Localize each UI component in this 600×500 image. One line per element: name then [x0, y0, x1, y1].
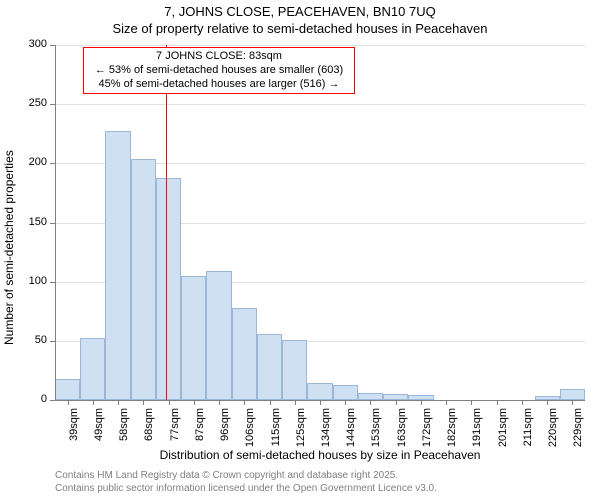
x-tick-label: 106sqm	[244, 408, 256, 458]
plot-area	[55, 45, 585, 400]
x-axis-line	[55, 400, 585, 401]
x-tick-label: 77sqm	[169, 408, 181, 458]
histogram-bar	[358, 393, 383, 400]
gridline	[55, 104, 585, 105]
histogram-bar	[131, 159, 156, 400]
x-tick-label: 39sqm	[68, 408, 80, 458]
x-tick-label: 134sqm	[320, 408, 332, 458]
y-tick-label: 300	[17, 38, 47, 50]
x-tick-label: 87sqm	[194, 408, 206, 458]
histogram-bar	[105, 131, 130, 400]
histogram-bar	[206, 271, 231, 400]
gridline	[55, 45, 585, 46]
marker-annotation: 7 JOHNS CLOSE: 83sqm← 53% of semi-detach…	[83, 47, 355, 94]
x-tick-label: 201sqm	[497, 408, 509, 458]
x-tick-label: 125sqm	[295, 408, 307, 458]
x-tick-label: 220sqm	[547, 408, 559, 458]
x-tick-label: 182sqm	[446, 408, 458, 458]
histogram-bar	[181, 276, 206, 400]
y-axis-label: Number of semi-detached properties	[2, 150, 16, 345]
y-tick-label: 50	[17, 334, 47, 346]
y-tick-label: 0	[17, 393, 47, 405]
x-tick-label: 211sqm	[522, 408, 534, 458]
histogram-bar	[232, 308, 257, 400]
x-tick-label: 144sqm	[345, 408, 357, 458]
histogram-bar	[282, 340, 307, 400]
x-tick-label: 191sqm	[471, 408, 483, 458]
chart-title-line2: Size of property relative to semi-detach…	[0, 21, 600, 36]
y-axis-line	[55, 45, 56, 400]
y-tick-label: 150	[17, 216, 47, 228]
annotation-line3: 45% of semi-detached houses are larger (…	[88, 78, 350, 92]
x-tick-label: 68sqm	[143, 408, 155, 458]
y-tick-label: 250	[17, 97, 47, 109]
histogram-bar	[55, 379, 80, 400]
x-tick-label: 58sqm	[118, 408, 130, 458]
x-tick-label: 163sqm	[396, 408, 408, 458]
x-tick-label: 49sqm	[93, 408, 105, 458]
y-tick-label: 100	[17, 275, 47, 287]
x-tick-label: 115sqm	[270, 408, 282, 458]
y-tick-label: 200	[17, 156, 47, 168]
x-tick-label: 153sqm	[370, 408, 382, 458]
histogram-bar	[156, 178, 181, 400]
histogram-bar	[333, 385, 358, 400]
x-tick-label: 96sqm	[219, 408, 231, 458]
histogram-bar	[257, 334, 282, 400]
marker-line	[166, 45, 167, 400]
histogram-bar	[560, 389, 585, 400]
annotation-line1: 7 JOHNS CLOSE: 83sqm	[88, 50, 350, 64]
chart-title-line1: 7, JOHNS CLOSE, PEACEHAVEN, BN10 7UQ	[0, 4, 600, 19]
histogram-bar	[80, 338, 105, 400]
x-tick-label: 229sqm	[572, 408, 584, 458]
histogram-bar	[307, 383, 332, 400]
x-tick-label: 172sqm	[421, 408, 433, 458]
footer-line2: Contains public sector information licen…	[55, 483, 437, 494]
annotation-line2: ← 53% of semi-detached houses are smalle…	[88, 64, 350, 78]
footer-line1: Contains HM Land Registry data © Crown c…	[55, 470, 398, 481]
